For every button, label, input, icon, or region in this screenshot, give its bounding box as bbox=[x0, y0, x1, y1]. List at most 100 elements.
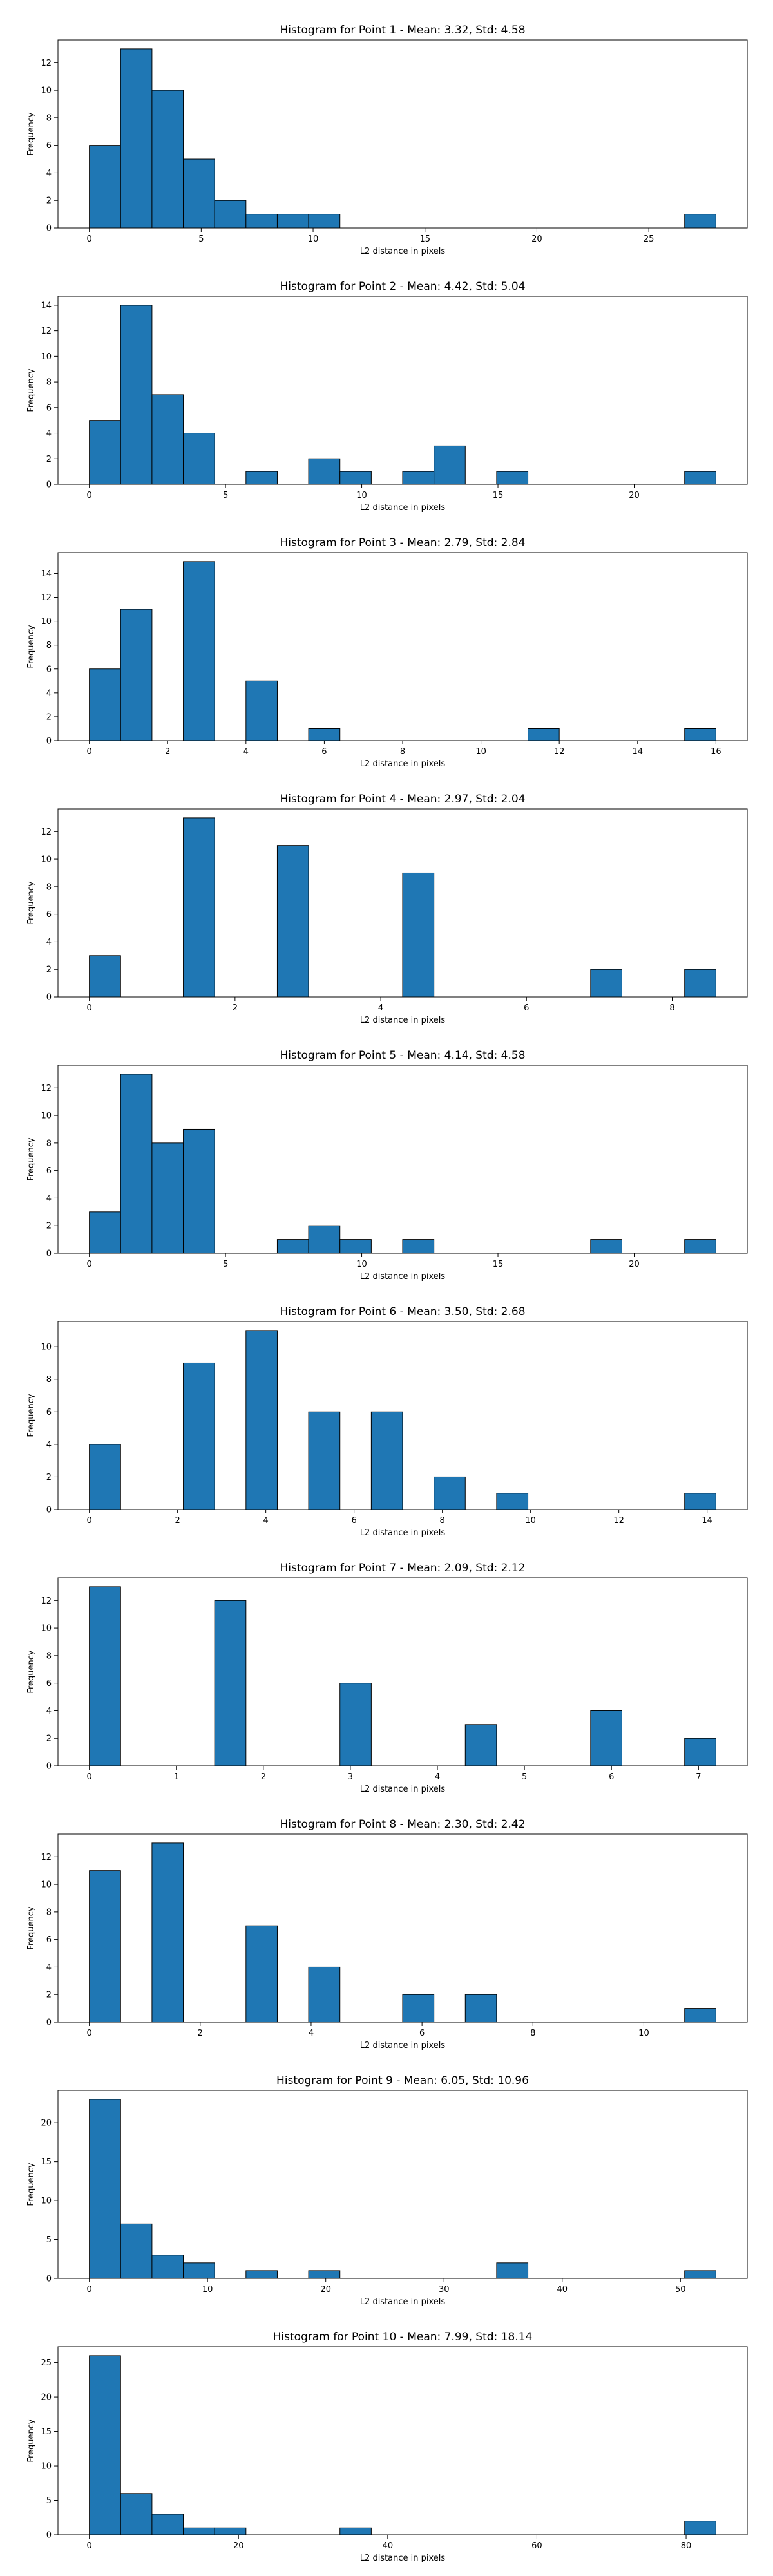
x-tick-label: 20 bbox=[531, 234, 542, 244]
x-axis-label: L2 distance in pixels bbox=[360, 503, 446, 513]
histogram-bar bbox=[245, 471, 278, 485]
y-tick-label: 10 bbox=[41, 86, 52, 96]
histogram-panel-8: Histogram for Point 8 - Mean: 2.30, Std:… bbox=[26, 1818, 748, 2050]
y-tick-label: 2 bbox=[46, 1222, 52, 1231]
histogram-bar bbox=[89, 420, 121, 485]
x-tick-label: 4 bbox=[435, 1772, 440, 1782]
y-tick-label: 4 bbox=[46, 1707, 52, 1716]
x-tick-label: 12 bbox=[554, 747, 565, 757]
y-tick-label: 6 bbox=[46, 1679, 52, 1689]
histogram-panel-1: Histogram for Point 1 - Mean: 3.32, Std:… bbox=[26, 24, 748, 256]
x-tick-label: 14 bbox=[701, 1516, 712, 1526]
x-tick-label: 10 bbox=[202, 2285, 213, 2295]
histogram-bar bbox=[183, 158, 215, 229]
y-tick-label: 0 bbox=[46, 2018, 52, 2028]
y-tick-label: 10 bbox=[41, 617, 52, 627]
histogram-bar bbox=[339, 1239, 372, 1254]
histogram-bar bbox=[339, 2527, 372, 2535]
x-tick-label: 4 bbox=[378, 1003, 383, 1013]
y-tick-label: 12 bbox=[41, 1853, 52, 1862]
histogram-bar bbox=[89, 668, 121, 741]
x-tick-label: 2 bbox=[198, 2029, 203, 2038]
y-tick-label: 10 bbox=[41, 1880, 52, 1890]
histogram-bar bbox=[308, 1225, 341, 1254]
x-tick-label: 30 bbox=[439, 2285, 450, 2295]
y-tick-label: 10 bbox=[41, 855, 52, 865]
x-tick-label: 3 bbox=[348, 1772, 353, 1782]
y-tick-label: 4 bbox=[46, 429, 52, 439]
x-tick-label: 0 bbox=[86, 1516, 91, 1526]
y-axis-label: Frequency bbox=[26, 1906, 36, 1949]
y-tick-label: 6 bbox=[46, 1166, 52, 1176]
x-tick-label: 8 bbox=[530, 2029, 535, 2038]
y-tick-label: 10 bbox=[41, 2462, 52, 2472]
histogram-bar bbox=[496, 1493, 529, 1510]
x-tick-label: 6 bbox=[321, 747, 327, 757]
histogram-bar bbox=[214, 1600, 247, 1766]
x-tick-label: 5 bbox=[223, 1260, 228, 1269]
y-tick-label: 0 bbox=[46, 480, 52, 490]
x-axis-label: L2 distance in pixels bbox=[360, 247, 446, 256]
y-tick-label: 15 bbox=[41, 2427, 52, 2437]
axes-frame bbox=[57, 1833, 748, 2023]
y-tick-label: 0 bbox=[46, 1249, 52, 1259]
x-tick-label: 8 bbox=[440, 1516, 445, 1526]
histogram-bar bbox=[434, 1476, 466, 1510]
y-tick-label: 15 bbox=[41, 2157, 52, 2167]
x-tick-label: 10 bbox=[356, 1260, 367, 1269]
histogram-bar bbox=[120, 305, 153, 485]
histogram-bar bbox=[590, 969, 622, 998]
x-tick-label: 5 bbox=[522, 1772, 527, 1782]
x-tick-label: 2 bbox=[175, 1516, 180, 1526]
histogram-bar bbox=[464, 1994, 497, 2023]
y-axis-label: Frequency bbox=[26, 1650, 36, 1693]
y-tick-label: 4 bbox=[46, 1194, 52, 1204]
y-axis-label: Frequency bbox=[26, 1137, 36, 1180]
x-tick-label: 10 bbox=[356, 491, 367, 500]
y-tick-label: 8 bbox=[46, 1651, 52, 1661]
y-tick-label: 10 bbox=[41, 1343, 52, 1352]
histogram-bar bbox=[89, 955, 121, 998]
histogram-bar bbox=[276, 1239, 309, 1254]
x-axis-label: L2 distance in pixels bbox=[360, 1528, 446, 1538]
x-tick-label: 0 bbox=[86, 234, 91, 244]
histogram-bar bbox=[684, 2270, 716, 2279]
y-tick-label: 8 bbox=[46, 1375, 52, 1385]
histogram-bar bbox=[89, 1870, 121, 2023]
histogram-bar bbox=[89, 1444, 121, 1510]
y-axis-label: Frequency bbox=[26, 1394, 36, 1437]
y-tick-label: 2 bbox=[46, 1734, 52, 1744]
y-tick-label: 4 bbox=[46, 688, 52, 698]
y-axis-label: Frequency bbox=[26, 625, 36, 668]
histogram-bar bbox=[684, 1738, 716, 1766]
y-tick-label: 12 bbox=[41, 1084, 52, 1094]
y-tick-label: 8 bbox=[46, 378, 52, 388]
histogram-bar bbox=[214, 200, 247, 229]
x-tick-label: 25 bbox=[644, 234, 654, 244]
histogram-bar bbox=[120, 48, 153, 229]
y-axis-label: Frequency bbox=[26, 2419, 36, 2462]
histogram-bar bbox=[590, 1239, 622, 1254]
histogram-bar bbox=[684, 214, 716, 229]
histogram-bar bbox=[370, 1411, 403, 1510]
y-tick-label: 8 bbox=[46, 1139, 52, 1148]
x-tick-label: 15 bbox=[419, 234, 430, 244]
axes-frame bbox=[57, 1577, 748, 1766]
x-axis-label: L2 distance in pixels bbox=[360, 1016, 446, 1025]
histogram-panel-4: Histogram for Point 4 - Mean: 2.97, Std:… bbox=[26, 793, 748, 1025]
x-tick-label: 4 bbox=[243, 747, 249, 757]
y-tick-label: 8 bbox=[46, 882, 52, 892]
y-tick-label: 4 bbox=[46, 938, 52, 947]
y-tick-label: 0 bbox=[46, 224, 52, 234]
y-tick-label: 5 bbox=[46, 2235, 52, 2245]
x-tick-label: 2 bbox=[233, 1003, 238, 1013]
histogram-bar bbox=[245, 2270, 278, 2279]
x-tick-label: 60 bbox=[531, 2541, 542, 2551]
histogram-bar bbox=[276, 845, 309, 998]
x-tick-label: 10 bbox=[475, 747, 486, 757]
x-tick-label: 0 bbox=[86, 1260, 91, 1269]
axes-frame bbox=[57, 296, 748, 485]
histogram-bar bbox=[151, 1842, 184, 2023]
x-tick-label: 5 bbox=[223, 491, 228, 500]
histogram-bar bbox=[684, 728, 716, 741]
